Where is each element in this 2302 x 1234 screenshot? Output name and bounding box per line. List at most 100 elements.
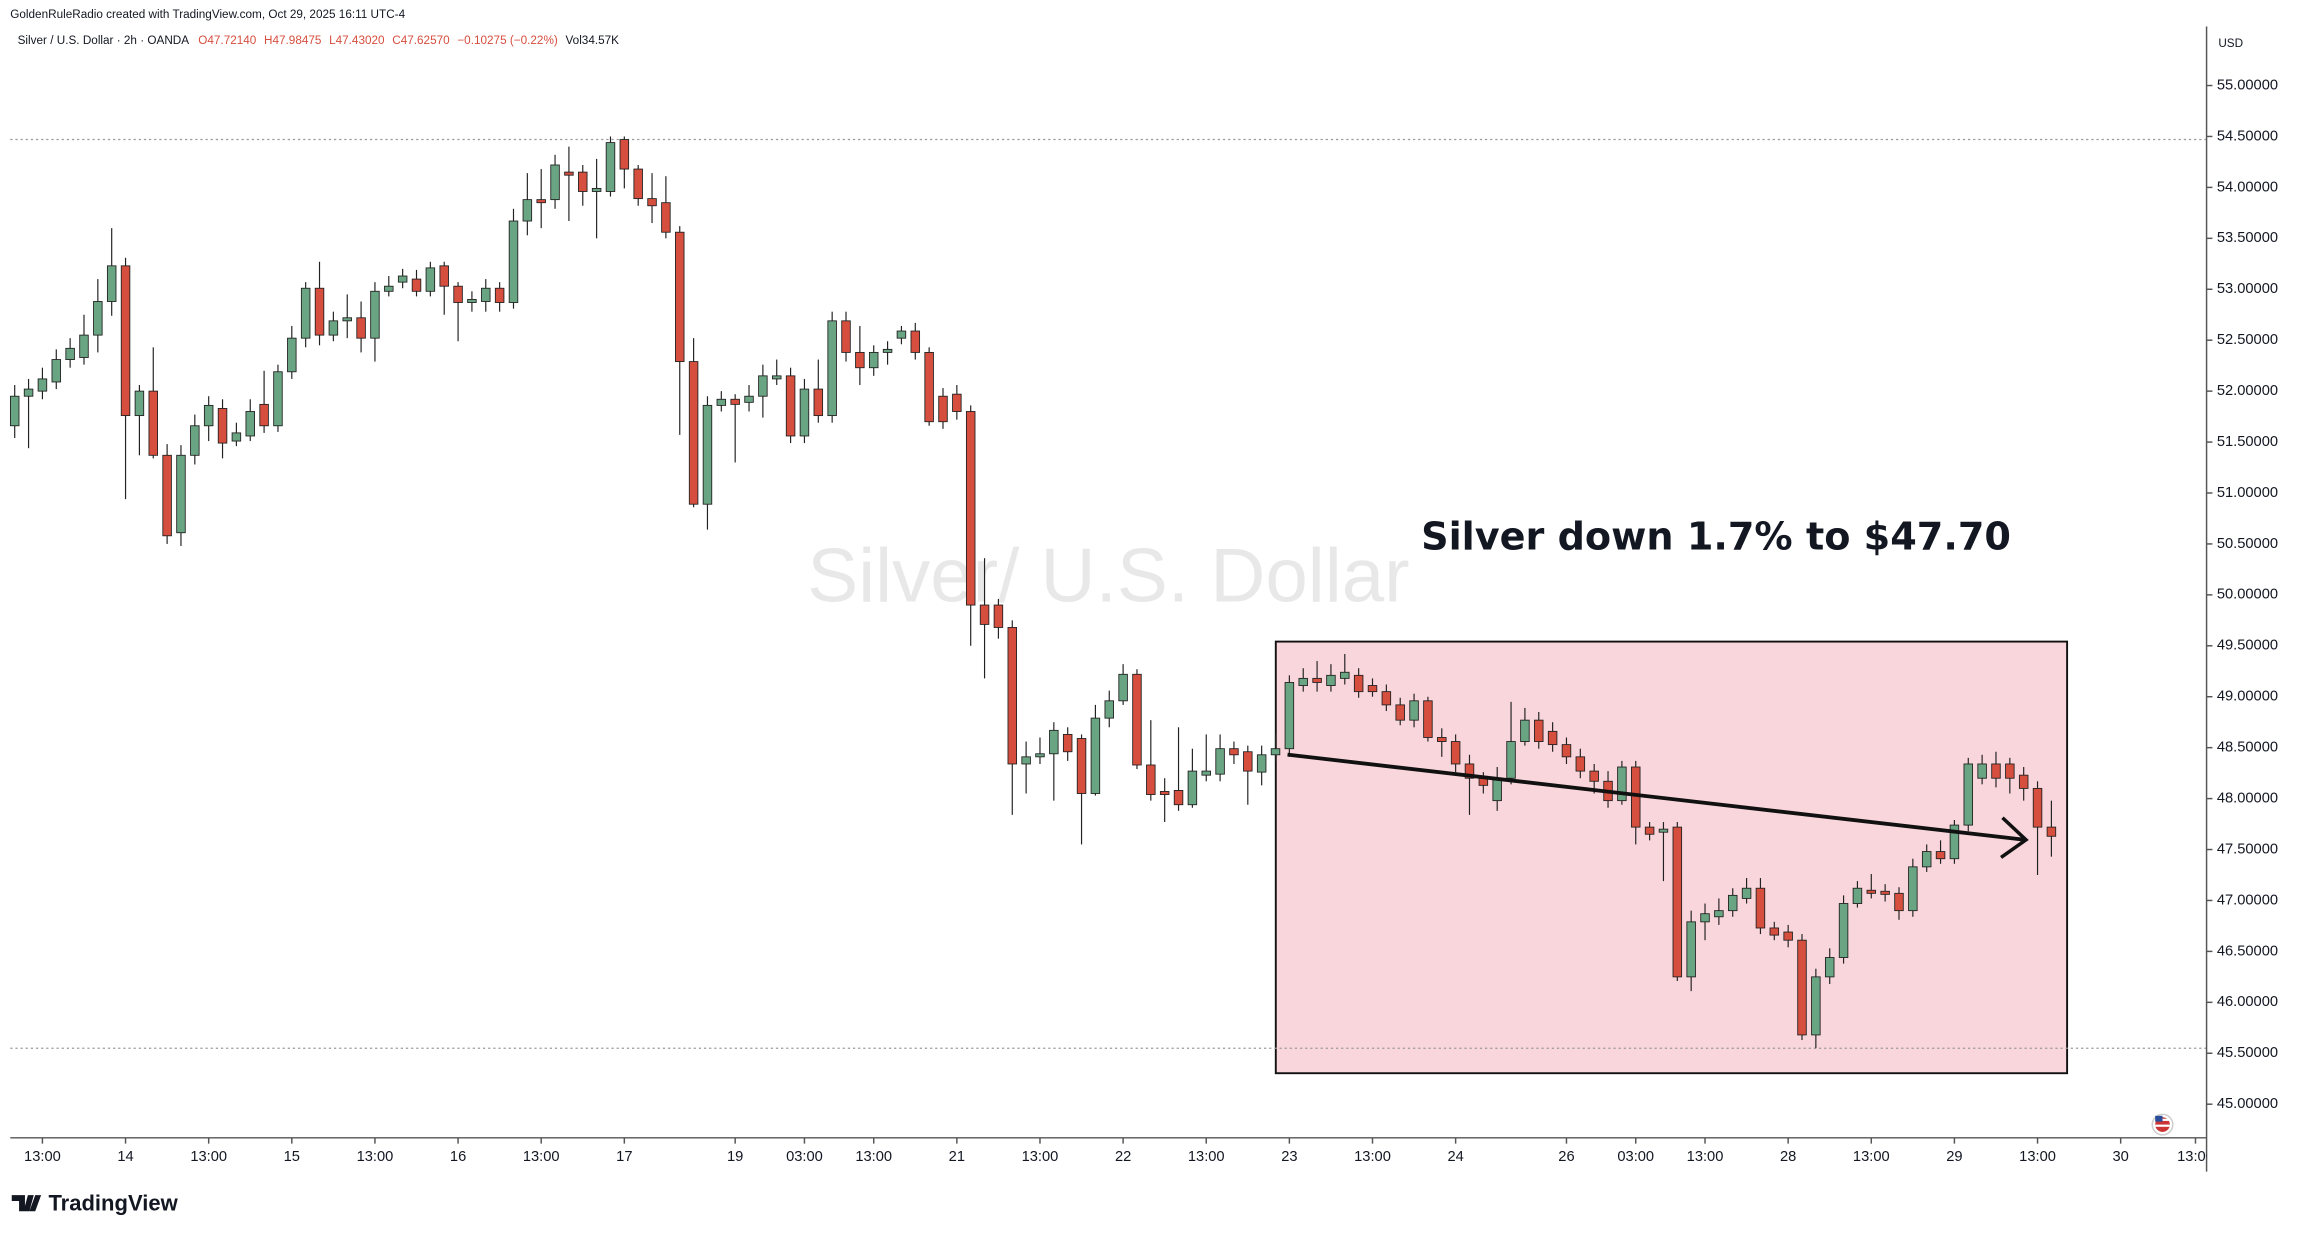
watermark: Silver/ U.S. Dollar (807, 534, 1409, 619)
candle-body (1894, 892, 1904, 912)
candle-body (564, 171, 574, 176)
candle-body (1727, 894, 1738, 912)
candle-body (1437, 737, 1447, 742)
flag-canton (2155, 1115, 2163, 1122)
x-tick-label: 30 (2113, 1149, 2129, 1165)
y-tick-label: 50.50000 (2217, 536, 2278, 552)
candle-body (1312, 677, 1322, 683)
candle-body (730, 398, 740, 405)
x-tick-label: 13:00 (1188, 1149, 1225, 1165)
candle-body (772, 375, 782, 380)
candle-body (578, 171, 588, 192)
x-tick-label: 19 (727, 1149, 743, 1165)
candle-body (661, 202, 671, 233)
axes: 45.00000 45.50000 46.00000 46.50000 47.00000… (24, 77, 2278, 1164)
candle-body (688, 361, 699, 505)
candle-body (522, 199, 533, 222)
x-tick-label: 13:00 (1853, 1149, 1890, 1165)
candle-body (1381, 691, 1392, 706)
candle-body (1062, 733, 1073, 753)
candle-body (1534, 719, 1544, 742)
candle-body (1686, 921, 1696, 978)
y-tick-label: 46.00000 (2217, 994, 2278, 1010)
candle-body (1866, 889, 1877, 894)
candle-body (1159, 791, 1170, 795)
candle-body (120, 265, 131, 417)
candle-body (965, 411, 976, 606)
candle-body (1090, 717, 1101, 794)
y-tick-label: 52.50000 (2217, 332, 2278, 348)
attribution: GoldenRuleRadio created with TradingView… (10, 8, 405, 21)
y-unit: USD (2218, 37, 2243, 50)
y-tick-label: 45.50000 (2217, 1045, 2278, 1061)
candle-body (1506, 741, 1516, 779)
x-ticks: 13:00 14 13:00 15 13:00 16 13:00 17 19 03:00 13:00… (24, 1137, 2214, 1165)
candle-body (827, 320, 837, 417)
y-tick-label: 51.50000 (2217, 434, 2278, 450)
legend-high: H47.98475 (264, 34, 322, 47)
x-tick-label: 15 (284, 1149, 300, 1165)
y-tick-label: 47.00000 (2217, 892, 2278, 908)
candle-body (924, 351, 934, 423)
flag-stripe (2155, 1124, 2170, 1127)
candle-body (1755, 887, 1766, 929)
candle-body (37, 378, 48, 392)
candle-body (2032, 787, 2043, 828)
y-tick-label: 45.00000 (2217, 1096, 2278, 1112)
candle-body (9, 395, 20, 427)
candle-body (2005, 763, 2015, 779)
y-tick-label: 49.00000 (2217, 689, 2278, 705)
candle-body (1575, 756, 1586, 772)
candle-body (1353, 674, 1364, 693)
candle-body (1450, 741, 1461, 765)
y-tick-label: 50.00000 (2217, 587, 2278, 603)
candle-body (1367, 685, 1378, 693)
x-tick-label: 13:00 (24, 1149, 61, 1165)
candle-body (1852, 887, 1863, 904)
candle-body (425, 267, 436, 292)
candle-body (1921, 851, 1932, 868)
x-tick-label: 13:00 (1022, 1149, 1059, 1165)
candle-body (384, 285, 394, 292)
x-tick-label: 13:00 (523, 1149, 560, 1165)
candle-body (868, 351, 879, 369)
candle-body (536, 199, 546, 204)
candle-body (1201, 770, 1211, 776)
x-tick-label: 13:00 (2177, 1149, 2214, 1165)
candle-body (1769, 927, 1780, 936)
candle-body (453, 285, 463, 303)
legend-volume: Vol34.57K (565, 34, 619, 47)
legend-low: L47.43020 (329, 34, 385, 47)
candle-body (1049, 729, 1059, 755)
candle-body (855, 351, 865, 369)
candle-body (439, 265, 449, 287)
y-tick-label: 47.50000 (2217, 841, 2278, 857)
candle-body (1700, 913, 1710, 923)
candle-body (397, 275, 408, 283)
y-tick-label: 49.50000 (2217, 638, 2278, 654)
candle-body (1256, 754, 1267, 773)
candle-body (79, 334, 89, 358)
y-tick-label: 53.00000 (2217, 281, 2278, 297)
candle-body (1423, 700, 1433, 738)
candle-body (1520, 719, 1530, 742)
candle-body (1035, 753, 1045, 758)
candle-body (1589, 770, 1599, 782)
candle-body (65, 347, 75, 360)
candle-body (1284, 682, 1295, 750)
candle-body (841, 320, 851, 353)
arrow-head (2000, 816, 2029, 859)
candle-body (1797, 939, 1807, 1036)
legend-change: −0.10275 (−0.22%) (457, 34, 558, 47)
x-tick-label: 13:00 (190, 1149, 227, 1165)
candle-body (882, 348, 893, 353)
trend-arrow (1287, 752, 2025, 842)
candle-body (952, 393, 962, 412)
candle-body (813, 388, 824, 417)
candle-body (1617, 766, 1627, 802)
candle-body (1340, 671, 1350, 679)
candle-body (1076, 738, 1087, 794)
candle-body (1104, 700, 1114, 719)
candle-body (633, 168, 643, 200)
candle-body (1908, 866, 1918, 912)
